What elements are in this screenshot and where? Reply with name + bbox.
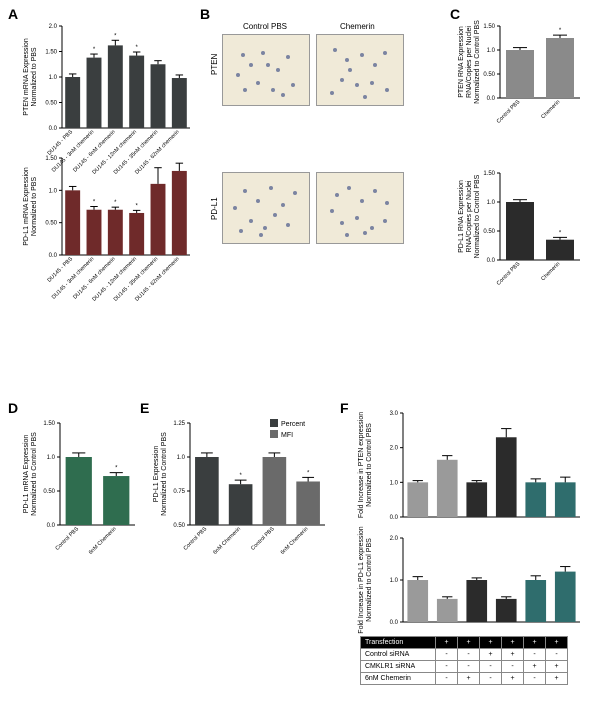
chart-f-pdl1: 0.01.02.0Fold Increase in PD-L1 expressi… [355, 530, 585, 630]
svg-text:*: * [135, 203, 138, 209]
svg-text:6nM Chemerin: 6nM Chemerin [88, 526, 118, 556]
svg-text:0.0: 0.0 [390, 515, 399, 521]
svg-text:Normalized to Control PBS: Normalized to Control PBS [366, 538, 373, 622]
svg-text:Normalized to PBS: Normalized to PBS [31, 47, 38, 106]
svg-text:0.0: 0.0 [47, 523, 56, 529]
svg-text:DU145 - 62nM chemerin: DU145 - 62nM chemerin [134, 256, 181, 303]
svg-text:2.0: 2.0 [390, 536, 399, 542]
svg-text:3.0: 3.0 [390, 411, 399, 417]
svg-text:1.0: 1.0 [390, 480, 399, 486]
svg-text:Control PBS: Control PBS [250, 526, 276, 552]
svg-text:*: * [114, 200, 117, 206]
svg-text:Control PBS: Control PBS [496, 261, 522, 287]
svg-text:PD-L1 mRNA Expression: PD-L1 mRNA Expression [23, 167, 30, 246]
svg-text:6nM Chemerin: 6nM Chemerin [280, 526, 310, 556]
svg-text:Normalized to Control PBS: Normalized to Control PBS [161, 432, 168, 516]
svg-text:Normalized to Control PBS: Normalized to Control PBS [31, 432, 38, 516]
svg-text:*: * [559, 28, 562, 34]
b-img-pten-chem [316, 34, 404, 106]
svg-text:Fold Increase in PTEN expressi: Fold Increase in PTEN expression [358, 412, 365, 518]
svg-text:*: * [93, 47, 96, 53]
svg-text:0.0: 0.0 [390, 620, 399, 626]
svg-text:1.50: 1.50 [483, 171, 495, 177]
svg-text:Control PBS: Control PBS [496, 99, 522, 125]
chart-f-pten: 0.0 1.0 2.0 3.0 Fold Increase in PTEN expres… [355, 405, 585, 525]
svg-text:0.50: 0.50 [483, 229, 495, 235]
svg-text:0.50: 0.50 [43, 489, 55, 495]
svg-text:*: * [115, 466, 118, 472]
svg-text:1.0: 1.0 [390, 578, 399, 584]
svg-text:0.0: 0.0 [49, 126, 58, 132]
svg-text:1.0: 1.0 [487, 200, 496, 206]
panel-label-e: E [140, 400, 149, 416]
svg-text:1.0: 1.0 [47, 455, 56, 461]
svg-text:Fold Increase in PD-L1 express: Fold Increase in PD-L1 expression [358, 526, 365, 633]
b-row-bot: PD-L1 [210, 197, 219, 220]
svg-text:Control PBS: Control PBS [55, 526, 81, 552]
svg-text:*: * [114, 33, 117, 39]
svg-text:0.50: 0.50 [45, 221, 57, 227]
svg-text:6nM Chemerin: 6nM Chemerin [212, 526, 242, 556]
svg-text:PTEN mRNA Expression: PTEN mRNA Expression [23, 38, 30, 116]
panel-label-f: F [340, 400, 349, 416]
svg-text:RNA/Copies per Nuclei: RNA/Copies per Nuclei [466, 180, 473, 252]
svg-text:1.25: 1.25 [173, 421, 185, 427]
svg-text:Normalized to Control PBS: Normalized to Control PBS [474, 174, 481, 258]
svg-text:PD-L1 mRNA Expression: PD-L1 mRNA Expression [23, 435, 30, 514]
chart-c-pten: 0.0 0.50 1.0 1.50 * Control PBS Chemerin PTEN R… [455, 18, 585, 138]
svg-text:Control PBS: Control PBS [183, 526, 209, 552]
svg-text:0.75: 0.75 [173, 489, 185, 495]
svg-text:DU145 - 6nM chemerin: DU145 - 6nM chemerin [72, 256, 116, 300]
svg-text:1.50: 1.50 [45, 50, 57, 56]
panel-label-a: A [8, 6, 18, 22]
svg-text:1.0: 1.0 [49, 75, 58, 81]
svg-text:0.50: 0.50 [45, 101, 57, 107]
svg-text:0.0: 0.0 [487, 96, 496, 102]
svg-text:*: * [239, 473, 242, 479]
svg-text:PD-L1 Expression: PD-L1 Expression [153, 446, 160, 503]
b-img-pten-pbs [222, 34, 310, 106]
svg-text:PD-L1 RNA Expression: PD-L1 RNA Expression [458, 180, 465, 253]
b-col-left: Control PBS [243, 22, 287, 31]
chart-e: 0.500.751.01.25**Control PBS6nM Chemerin… [150, 415, 330, 575]
svg-text:*: * [135, 45, 138, 51]
svg-text:1.50: 1.50 [483, 24, 495, 30]
svg-text:2.0: 2.0 [390, 446, 399, 452]
table-f: Transfection++++++Control siRNA--++--CMK… [360, 636, 568, 685]
panel-label-b: B [200, 6, 210, 22]
chart-d: 0.0 0.50 1.0 1.50 * Control PBS 6nM Chemerin PD… [20, 415, 140, 575]
svg-text:PTEN RNA Expression: PTEN RNA Expression [458, 26, 465, 98]
svg-text:0.0: 0.0 [487, 258, 496, 264]
svg-text:Normalized to Control PBS: Normalized to Control PBS [474, 20, 481, 104]
svg-text:*: * [559, 230, 562, 236]
svg-text:2.0: 2.0 [49, 24, 58, 30]
b-row-top: PTEN [210, 54, 219, 75]
b-col-right: Chemerin [340, 22, 375, 31]
svg-text:Chemerin: Chemerin [540, 261, 561, 282]
svg-text:0.50: 0.50 [173, 523, 185, 529]
svg-text:1.50: 1.50 [43, 421, 55, 427]
svg-text:DU145 - 3nM chemerin: DU145 - 3nM chemerin [51, 256, 95, 300]
b-img-pdl1-pbs [222, 172, 310, 244]
svg-text:Normalized to Control PBS: Normalized to Control PBS [366, 423, 373, 507]
chart-a-pdl1: 0.00.501.01.50***DU145 - PBSDU145 - 3nM … [20, 150, 195, 330]
b-img-pdl1-chem [316, 172, 404, 244]
svg-text:RNA/Copies per Nuclei: RNA/Copies per Nuclei [466, 26, 473, 98]
chart-c-pdl1: 0.0 0.50 1.0 1.50 * Control PBS Chemerin PD-L1 … [455, 165, 585, 305]
svg-text:0.50: 0.50 [483, 72, 495, 78]
svg-text:1.50: 1.50 [45, 156, 57, 162]
svg-text:Percent: Percent [281, 421, 305, 428]
svg-text:1.0: 1.0 [49, 188, 58, 194]
svg-text:*: * [93, 200, 96, 206]
svg-text:Chemerin: Chemerin [540, 99, 561, 120]
chart-a-pten: 0.00.501.01.502.0***DU145 - PBSDU145 - 3… [20, 18, 195, 138]
svg-text:0.0: 0.0 [49, 253, 58, 259]
svg-text:1.0: 1.0 [177, 455, 186, 461]
panel-label-d: D [8, 400, 18, 416]
svg-text:MFI: MFI [281, 432, 293, 439]
svg-text:*: * [307, 470, 310, 476]
svg-text:Normalized to PBS: Normalized to PBS [31, 177, 38, 236]
svg-text:1.0: 1.0 [487, 48, 496, 54]
